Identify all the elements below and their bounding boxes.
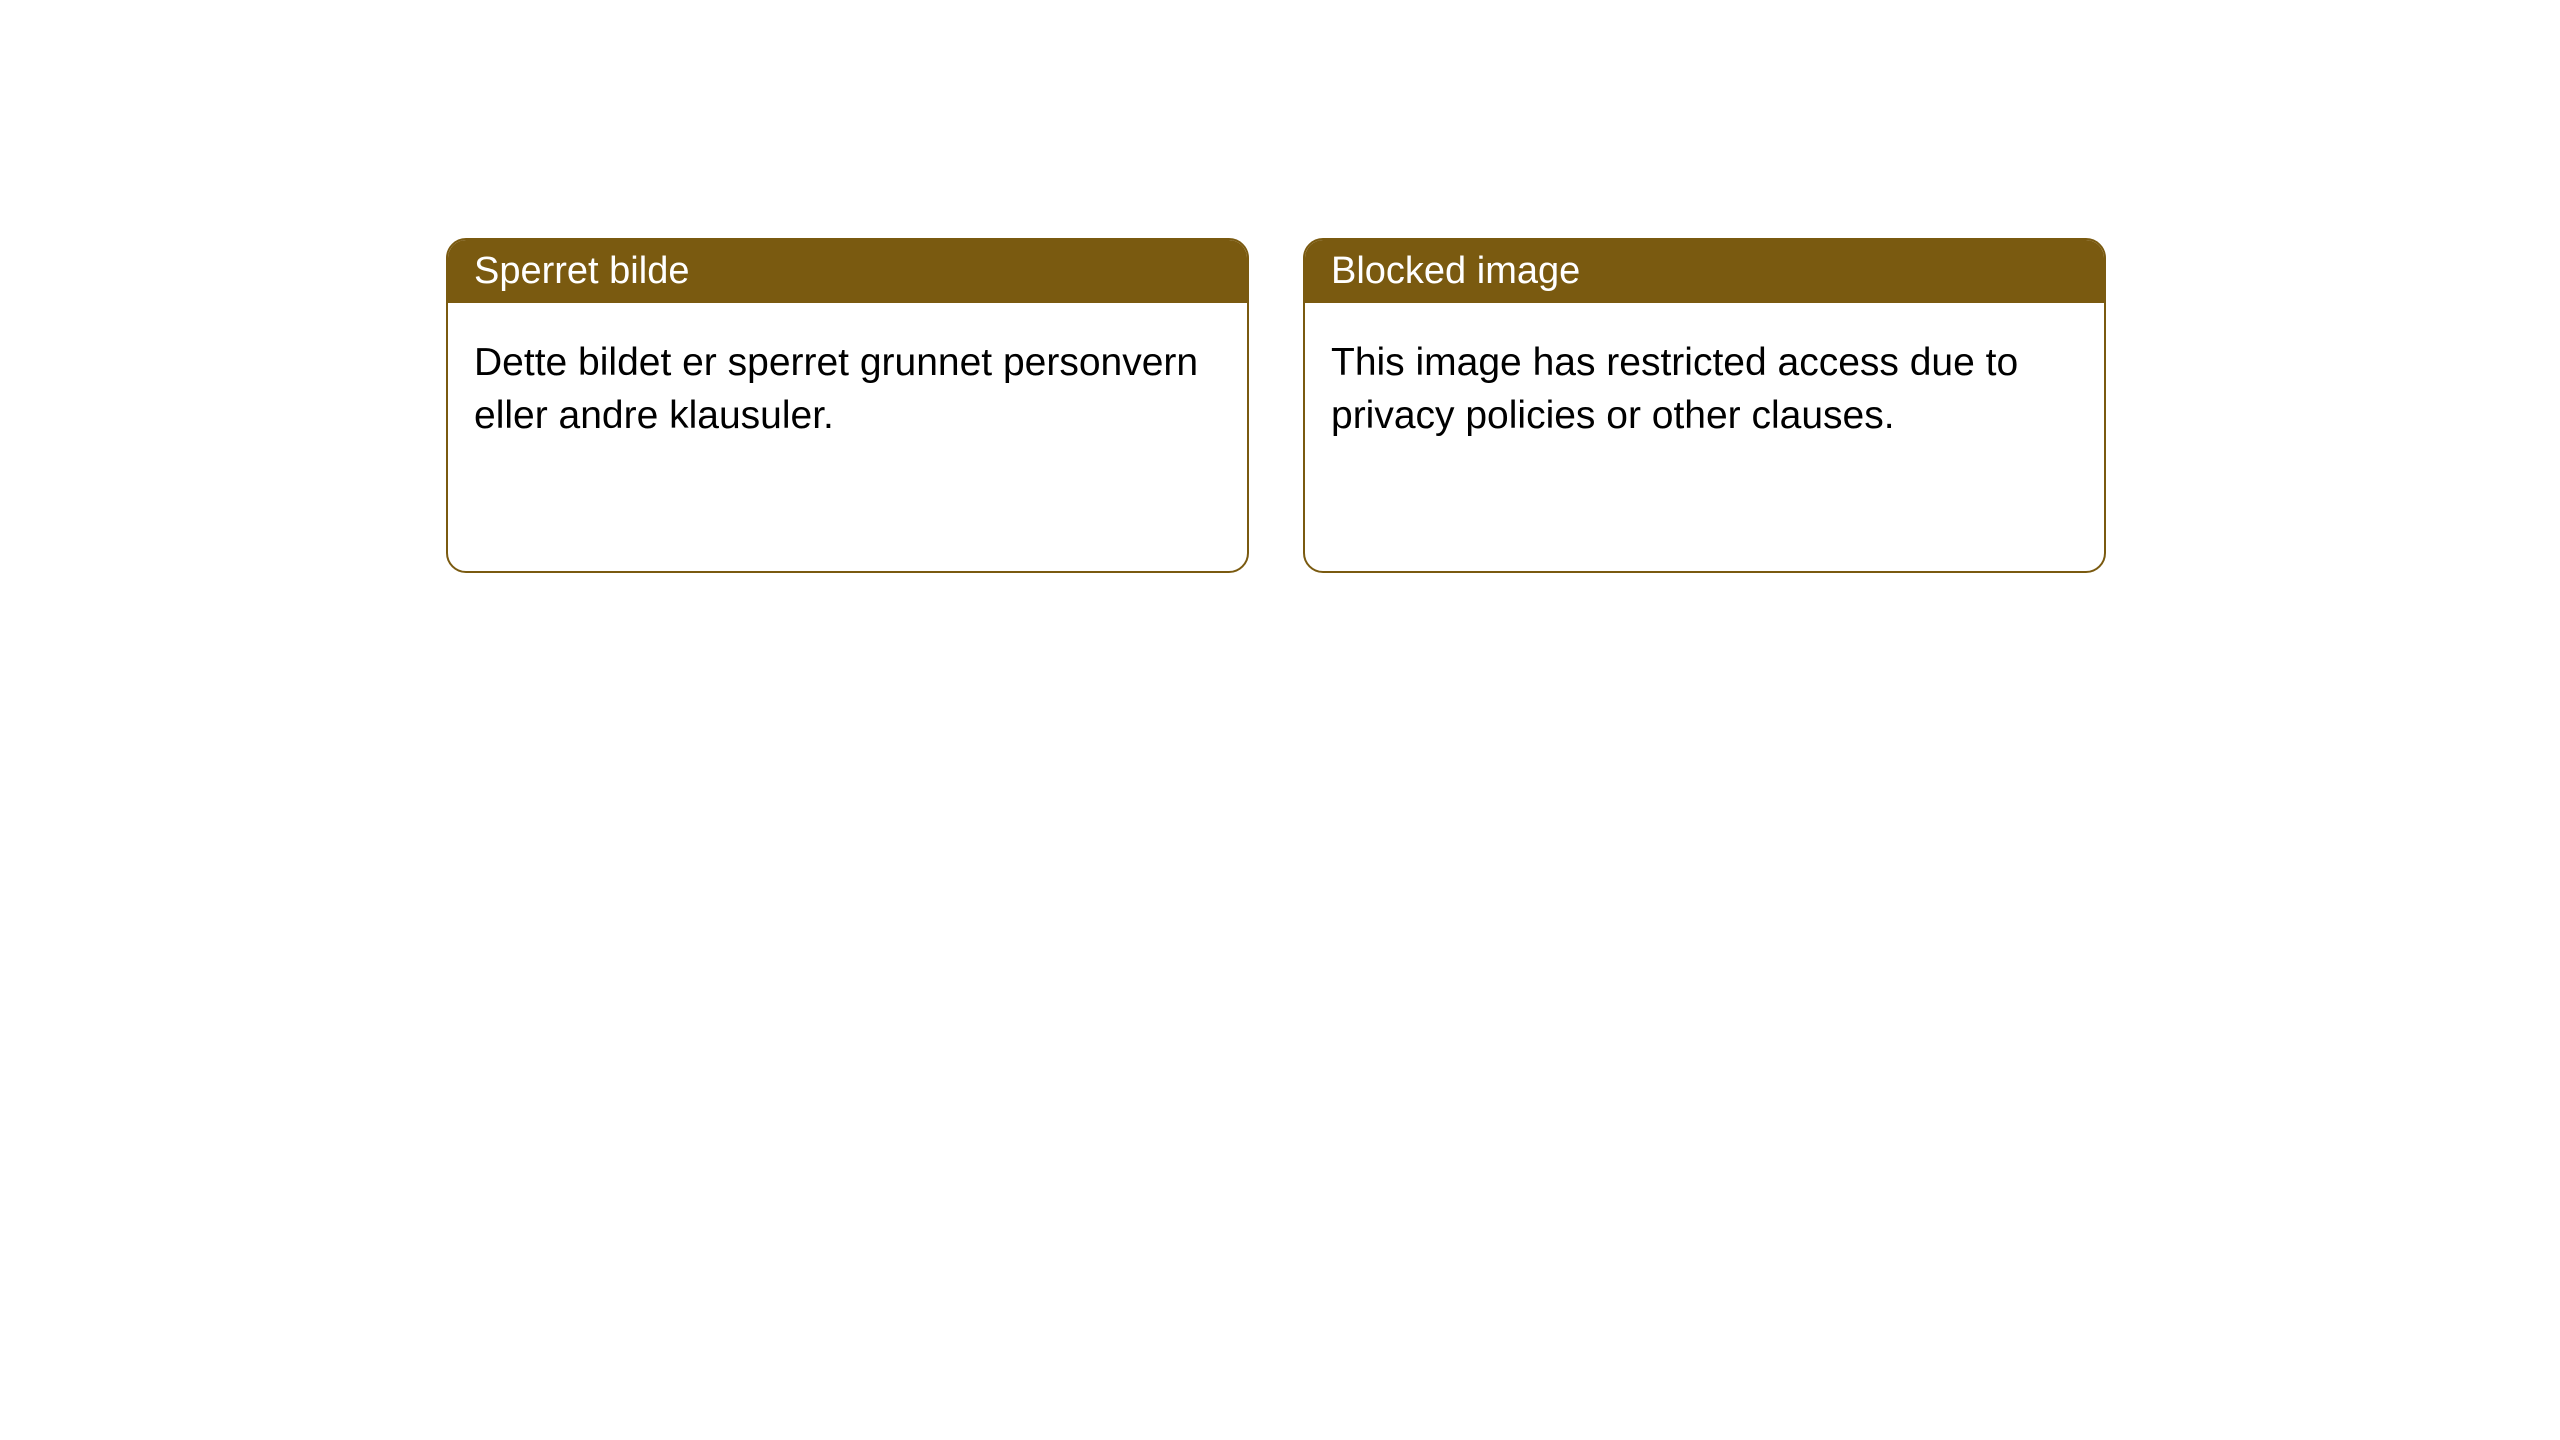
- notice-card-norwegian: Sperret bilde Dette bildet er sperret gr…: [446, 238, 1249, 573]
- notice-body: This image has restricted access due to …: [1305, 303, 2104, 571]
- notice-header-text: Blocked image: [1331, 250, 1580, 292]
- notice-body-text: This image has restricted access due to …: [1331, 341, 2018, 437]
- notice-card-english: Blocked image This image has restricted …: [1303, 238, 2106, 573]
- notice-header-text: Sperret bilde: [474, 250, 689, 292]
- notice-body-text: Dette bildet er sperret grunnet personve…: [474, 341, 1198, 437]
- notice-container: Sperret bilde Dette bildet er sperret gr…: [0, 0, 2560, 573]
- notice-header: Blocked image: [1305, 240, 2104, 303]
- notice-header: Sperret bilde: [448, 240, 1247, 303]
- notice-body: Dette bildet er sperret grunnet personve…: [448, 303, 1247, 571]
